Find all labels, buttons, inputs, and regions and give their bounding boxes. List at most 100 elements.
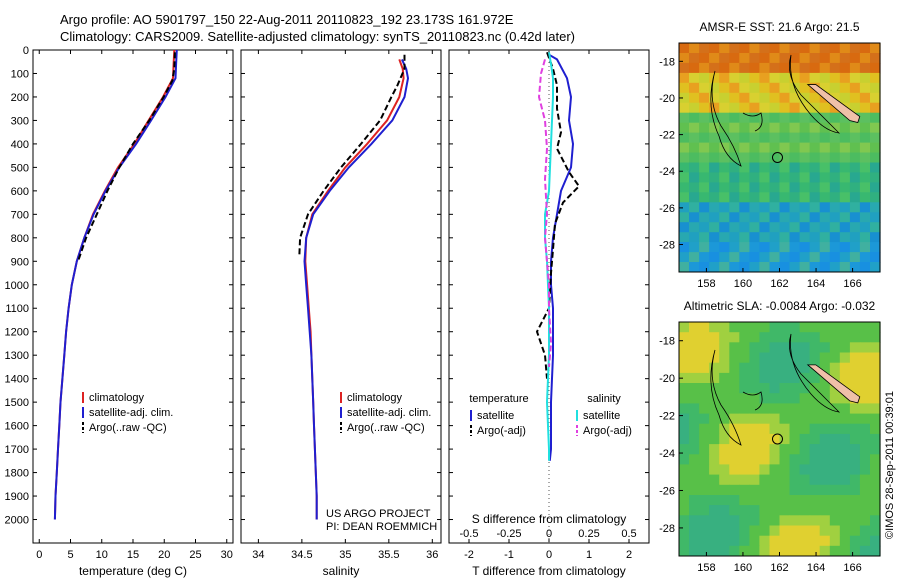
map-cell: [679, 352, 690, 364]
map-cell: [799, 352, 811, 364]
map-cell: [719, 152, 730, 163]
map-cell: [870, 82, 881, 94]
map-cell: [799, 82, 811, 94]
map-cell: [749, 403, 760, 415]
map-cell: [739, 53, 750, 64]
map-cell: [759, 212, 770, 223]
map-cell: [809, 322, 821, 333]
map-cell: [859, 484, 871, 496]
map-cell: [789, 372, 801, 384]
map-cell: [849, 383, 861, 394]
map-cell: [870, 342, 881, 353]
map-cell: [849, 142, 861, 154]
map-cell: [699, 454, 710, 465]
map-cell: [719, 62, 730, 74]
map-cell: [769, 545, 781, 557]
map-cell: [759, 495, 770, 506]
map-x-tick-label: 160: [734, 278, 752, 290]
map-cell: [809, 252, 821, 263]
map-cell: [719, 352, 730, 364]
map-cell: [729, 495, 740, 506]
map-cell: [829, 423, 841, 435]
map-cell: [839, 152, 851, 163]
map-cell: [739, 72, 750, 84]
map-cell: [749, 72, 760, 84]
map-cell: [709, 222, 720, 233]
map-cell: [829, 192, 841, 203]
map-cell: [699, 515, 710, 526]
map-raster: [679, 43, 881, 273]
map-cell: [870, 212, 881, 223]
map-cell: [769, 72, 781, 84]
map-cell: [709, 423, 720, 435]
map-cell: [839, 444, 851, 455]
map-cell: [789, 202, 801, 213]
map-cell: [859, 222, 871, 233]
map-y-tick-label: -28: [659, 523, 675, 535]
depth-tick-label: 1100: [5, 303, 29, 315]
map-x-tick-label: 166: [843, 278, 861, 290]
map-cell: [809, 142, 821, 154]
map-cell: [769, 372, 781, 384]
map-cell: [859, 525, 871, 537]
map-cell: [679, 372, 690, 384]
map-cell: [749, 122, 760, 134]
map-cell: [779, 122, 791, 134]
map-cell: [699, 464, 710, 476]
map-cell: [759, 444, 770, 455]
map-cell: [749, 464, 760, 476]
map-cell: [870, 202, 881, 213]
map-cell: [679, 252, 690, 263]
map-x-tick-label: 162: [770, 562, 788, 574]
bathymetry-contour: [742, 112, 763, 132]
map-cell: [839, 464, 851, 476]
pi-label: PI: DEAN ROEMMICH: [326, 521, 437, 533]
map-cell: [849, 222, 861, 233]
map-cell: [769, 515, 781, 526]
map-cell: [799, 505, 811, 516]
map-cell: [789, 152, 801, 163]
map-cell: [759, 222, 770, 233]
map-cell: [699, 53, 710, 64]
map-cell: [769, 383, 781, 394]
map-cell: [759, 413, 770, 425]
map-y-tick-label: -24: [659, 448, 675, 460]
map-cell: [679, 495, 690, 506]
map-cell: [819, 383, 831, 394]
map-cell: [689, 132, 700, 144]
map-cell: [799, 403, 811, 415]
map-cell: [679, 102, 690, 114]
depth-tick-label: 400: [11, 139, 29, 151]
map-cell: [789, 484, 801, 496]
legend-label: satellite-adj. clim.: [347, 407, 431, 419]
map-cell: [789, 444, 801, 455]
map-cell: [779, 484, 791, 496]
map-cell: [829, 252, 841, 263]
map-cell: [749, 545, 760, 557]
map-cell: [719, 43, 730, 54]
series-line-argo-adj-: [537, 59, 553, 367]
map-cell: [699, 82, 710, 94]
map-cell: [709, 252, 720, 263]
map-cell: [809, 454, 821, 465]
map-cell: [759, 182, 770, 193]
map-cell: [799, 495, 811, 506]
map-cell: [719, 92, 730, 104]
map-cell: [849, 332, 861, 343]
map-cell: [689, 342, 700, 353]
map-cell: [729, 545, 740, 557]
map-cell: [689, 262, 700, 273]
map-cell: [699, 545, 710, 557]
map-cell: [779, 423, 791, 435]
map-cell: [679, 62, 690, 74]
map-y-tick-label: -20: [659, 93, 675, 105]
map-cell: [689, 182, 700, 193]
map-cell: [779, 372, 791, 384]
map-cell: [849, 212, 861, 223]
map-cell: [739, 142, 750, 154]
series-line-argo-adj-: [535, 51, 581, 379]
map-cell: [819, 332, 831, 343]
map-cell: [699, 372, 710, 384]
map-cell: [759, 192, 770, 203]
